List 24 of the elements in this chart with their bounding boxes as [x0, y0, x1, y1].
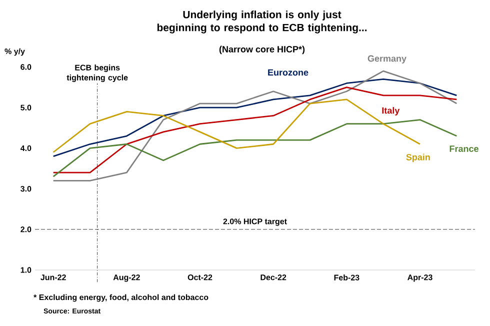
x-tick-label: Apr-23 — [408, 274, 432, 282]
y-tick-label: 6.0 — [20, 64, 32, 70]
text: Eurozone — [268, 69, 308, 76]
series-label: France — [450, 146, 478, 152]
y-axis-title: % y/y — [4, 48, 25, 56]
x-tick-label: Feb-23 — [334, 274, 360, 280]
text: * Excluding energy, food, alcohol and tobacco — [34, 294, 208, 302]
y-tick-label: 1.0 — [20, 267, 32, 273]
chart-subtitle: (Narrow core HICP*) — [219, 46, 305, 54]
y-tick-label: 2.0 — [20, 226, 32, 232]
series-label: Germany — [368, 55, 406, 64]
annotation: ECB begins tightening cycle — [66, 64, 128, 82]
series-label: Spain — [406, 154, 430, 162]
ref-line-label: 2.0% HICP target — [223, 218, 287, 226]
x-tick-label: Jun-22 — [40, 274, 66, 280]
line-series — [52, 98, 421, 153]
y-tick-label: 4.0 — [20, 145, 32, 152]
y-tick-label: 5.0 — [20, 104, 32, 110]
chart-title: Underlying inflation is only just beginning to respond to ECB tightening... — [157, 10, 367, 34]
x-tick-label: Oct-22 — [188, 274, 212, 280]
series-label: Italy — [382, 107, 400, 116]
x-tick-label: Aug-22 — [113, 274, 140, 282]
y-tick-label: 3.0 — [20, 186, 32, 192]
x-tick-label: Dec-22 — [260, 274, 286, 280]
